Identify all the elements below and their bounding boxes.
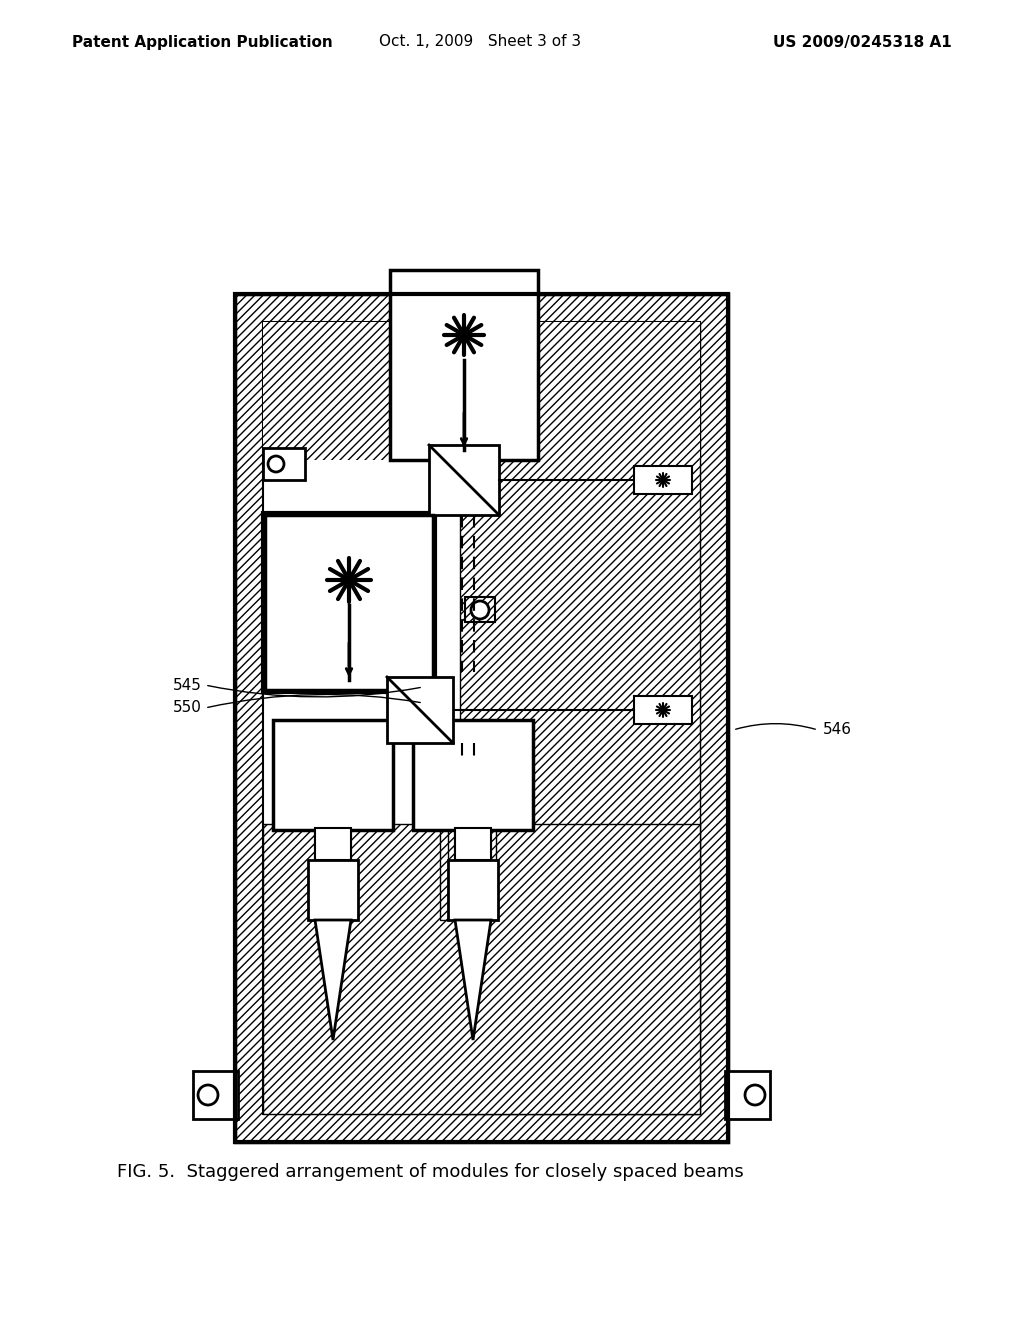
Circle shape xyxy=(745,1085,765,1105)
Bar xyxy=(455,828,490,861)
Bar xyxy=(265,515,433,690)
Bar xyxy=(193,1071,238,1119)
Text: 550: 550 xyxy=(173,701,202,715)
Text: Oct. 1, 2009   Sheet 3 of 3: Oct. 1, 2009 Sheet 3 of 3 xyxy=(379,34,581,49)
Polygon shape xyxy=(429,445,499,515)
Circle shape xyxy=(471,601,489,619)
Text: FIG. 5.  Staggered arrangement of modules for closely spaced beams: FIG. 5. Staggered arrangement of modules… xyxy=(117,1163,743,1181)
Bar xyxy=(263,322,390,459)
Bar xyxy=(488,743,496,920)
Bar xyxy=(263,513,435,692)
Bar xyxy=(465,597,495,622)
Bar xyxy=(263,824,700,1114)
Text: 545: 545 xyxy=(173,677,202,693)
Bar xyxy=(634,466,692,494)
Bar xyxy=(273,719,393,830)
Text: US 2009/0245318 A1: US 2009/0245318 A1 xyxy=(773,34,952,49)
Bar xyxy=(263,322,700,1114)
Bar xyxy=(449,861,498,920)
Bar xyxy=(725,1071,770,1119)
Polygon shape xyxy=(315,920,351,1040)
Bar xyxy=(440,743,449,920)
Bar xyxy=(444,458,484,473)
Bar xyxy=(234,294,728,1142)
Bar xyxy=(413,719,534,830)
Bar xyxy=(634,696,692,723)
Bar xyxy=(315,828,351,861)
Bar xyxy=(538,322,700,459)
Bar xyxy=(263,447,305,480)
Polygon shape xyxy=(387,677,453,743)
Bar xyxy=(390,271,538,459)
Bar xyxy=(308,861,358,920)
Text: 546: 546 xyxy=(823,722,852,738)
Circle shape xyxy=(198,1085,218,1105)
Bar xyxy=(460,322,700,1114)
Bar xyxy=(455,828,490,861)
Circle shape xyxy=(268,455,284,473)
Bar xyxy=(315,828,351,861)
Polygon shape xyxy=(455,920,490,1040)
Bar xyxy=(234,294,728,1142)
Text: Patent Application Publication: Patent Application Publication xyxy=(72,34,333,49)
